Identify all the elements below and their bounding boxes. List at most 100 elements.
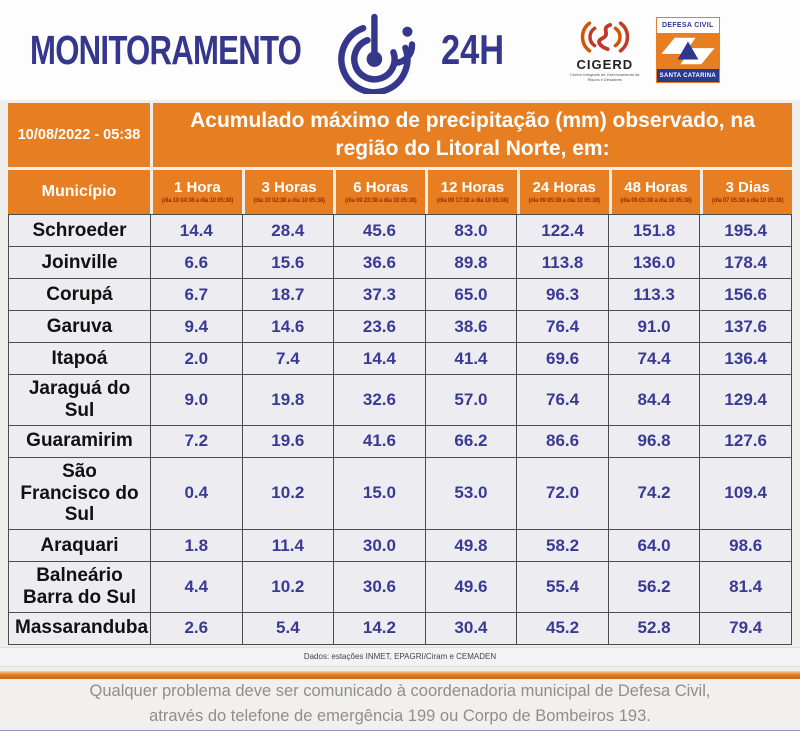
table-row: Corupá 6.7 18.7 37.3 65.0 96.3 113.3 156.6 [8, 278, 792, 311]
value-cell: 2.0 [150, 342, 243, 375]
time-column-header: 1 Hora (dia 10 04:38 a dia 10 05:38) [153, 170, 242, 214]
precipitation-table: Schroeder 14.4 28.4 45.6 83.0 122.4 151.8 195.4… [8, 214, 792, 645]
table-row: São Francisco do Sul 0.4 10.2 15.0 53.0 72.0 7… [8, 456, 792, 531]
cigerd-name: CIGERD [576, 56, 634, 72]
hours-label: 24H [440, 26, 504, 73]
column-label: 48 Horas [624, 178, 688, 196]
value-cell: 14.2 [333, 611, 426, 645]
value-cell: 49.8 [424, 529, 518, 563]
value-cell: 32.6 [333, 374, 426, 426]
value-cell: 195.4 [699, 214, 792, 247]
value-cell: 37.3 [333, 278, 426, 311]
value-cell: 7.4 [241, 342, 335, 375]
value-cell: 7.2 [150, 424, 243, 458]
column-date-range: (dia 08 05:38 a dia 10 05:38) [620, 198, 692, 205]
table-row: Guaramirim 7.2 19.6 41.6 66.2 86.6 96.8 127.6 [8, 424, 792, 458]
value-cell: 9.4 [150, 310, 243, 343]
table-row: Jaraguá do Sul 9.0 19.8 32.6 57.0 76.4 84.4 129… [8, 374, 792, 426]
value-cell: 1.8 [150, 529, 243, 563]
value-cell: 136.4 [699, 342, 792, 375]
defesa-civil-emblem-icon [661, 37, 715, 65]
value-cell: 72.0 [516, 456, 609, 531]
value-cell: 58.2 [516, 529, 609, 563]
data-source-note: Dados: estações INMET, EPAGRI/Ciram e CE… [0, 646, 800, 667]
value-cell: 57.0 [424, 374, 518, 426]
value-cell: 136.0 [607, 246, 701, 279]
value-cell: 14.4 [333, 342, 426, 375]
value-cell: 45.6 [333, 214, 426, 247]
time-column-header: 6 Horas (dia 09 23:38 a dia 10 05:38) [336, 170, 426, 214]
value-cell: 10.2 [241, 456, 335, 531]
value-cell: 15.6 [241, 246, 335, 279]
value-cell: 156.6 [699, 278, 792, 311]
table-row: Schroeder 14.4 28.4 45.6 83.0 122.4 151.8 195.4 [8, 214, 792, 247]
logo-group: CIGERD Centro Integrado de Gerenciamento… [566, 17, 720, 83]
value-cell: 4.4 [150, 561, 243, 613]
value-cell: 89.8 [424, 246, 518, 279]
table-title: Acumulado máximo de precipitação (mm) ob… [153, 103, 792, 167]
value-cell: 36.6 [333, 246, 426, 279]
municipality-cell: Joinville [8, 246, 151, 279]
value-cell: 178.4 [699, 246, 792, 279]
column-date-range: (dia 10 02:38 a dia 10 05:38) [253, 198, 325, 205]
column-label: 3 Horas [261, 178, 317, 196]
value-cell: 76.4 [516, 310, 609, 343]
value-cell: 91.0 [607, 310, 701, 343]
cigerd-waves-icon [580, 21, 630, 53]
defesa-civil-emblem [657, 33, 719, 69]
municipality-cell: Corupá [8, 278, 151, 311]
value-cell: 15.0 [333, 456, 426, 531]
defesa-civil-title: DEFESA CIVIL [656, 18, 719, 33]
value-cell: 109.4 [699, 456, 792, 531]
value-cell: 151.8 [607, 214, 701, 247]
value-cell: 74.2 [607, 456, 701, 531]
column-date-range: (dia 09 23:38 a dia 10 05:38) [345, 198, 417, 205]
value-cell: 129.4 [699, 374, 792, 426]
municipality-cell: Garuva [8, 310, 151, 343]
value-cell: 10.2 [241, 561, 335, 613]
cigerd-subtitle: Centro Integrado de Gerenciamento de Ris… [570, 71, 640, 82]
emergency-notice: Qualquer problema deve ser comunicado à … [0, 678, 800, 731]
value-cell: 49.6 [424, 561, 518, 613]
page-title: MONITORAMENTO [30, 26, 302, 73]
value-cell: 98.6 [699, 529, 792, 563]
notice-line-2: através do telefone de emergência 199 ou… [149, 707, 651, 726]
municipality-cell: Balneário Barra do Sul [8, 561, 151, 613]
municipality-cell: Araquari [8, 529, 151, 563]
value-cell: 66.2 [424, 424, 518, 458]
value-cell: 76.4 [516, 374, 609, 426]
notice-line-1: Qualquer problema deve ser comunicado à … [89, 681, 711, 700]
report-datetime: 10/08/2022 - 05:38 [8, 103, 150, 167]
radar-icon [338, 13, 415, 94]
value-cell: 14.4 [150, 214, 243, 247]
orange-divider [0, 670, 800, 679]
value-cell: 14.6 [241, 310, 335, 343]
municipality-cell: Itapoá [8, 342, 151, 375]
value-cell: 86.6 [516, 424, 609, 458]
value-cell: 30.6 [333, 561, 426, 613]
value-cell: 52.8 [607, 611, 701, 645]
defesa-civil-logo: DEFESA CIVIL SANTA CATARINA [655, 17, 720, 83]
value-cell: 18.7 [241, 278, 335, 311]
municipality-column-header: Município [8, 170, 150, 214]
value-cell: 113.8 [516, 246, 609, 279]
value-cell: 53.0 [424, 456, 518, 531]
value-cell: 113.3 [607, 278, 701, 311]
column-label: 24 Horas [532, 178, 596, 196]
time-column-header: 48 Horas (dia 08 05:38 a dia 10 05:38) [611, 170, 701, 214]
value-cell: 83.0 [424, 214, 518, 247]
cigerd-logo: CIGERD Centro Integrado de Gerenciamento… [566, 18, 644, 82]
municipality-cell: Massaranduba [8, 611, 151, 645]
value-cell: 9.0 [150, 374, 243, 426]
value-cell: 45.2 [516, 611, 609, 645]
value-cell: 127.6 [699, 424, 792, 458]
table-row: Massaranduba 2.6 5.4 14.2 30.4 45.2 52.8 79.4 [8, 611, 792, 645]
value-cell: 81.4 [699, 561, 792, 613]
value-cell: 23.6 [333, 310, 426, 343]
column-label: 12 Horas [440, 178, 505, 196]
value-cell: 79.4 [699, 611, 792, 645]
value-cell: 6.6 [150, 246, 243, 279]
value-cell: 65.0 [424, 278, 518, 311]
value-cell: 84.4 [607, 374, 701, 426]
